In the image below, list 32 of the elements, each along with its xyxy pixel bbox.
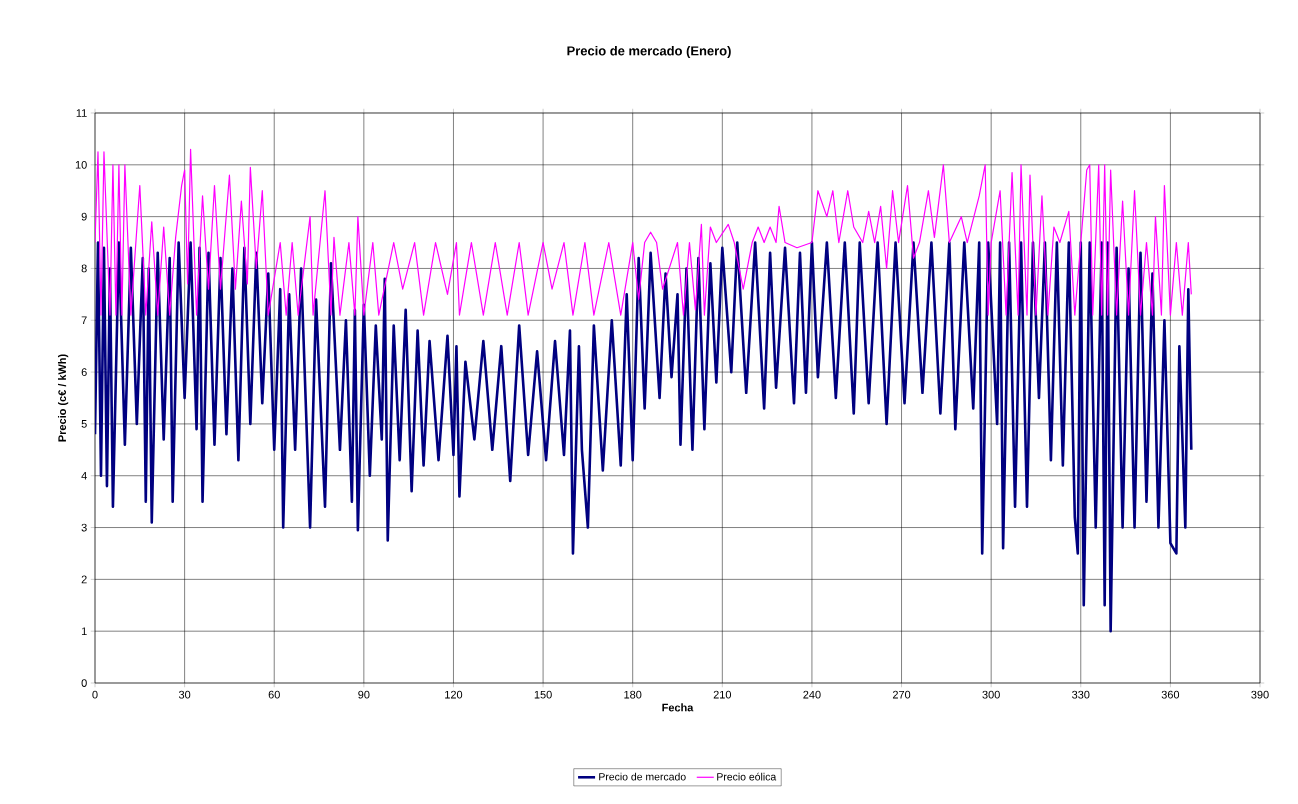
y-tick-label: 6 xyxy=(81,368,87,376)
y-tick-label: 11 xyxy=(76,109,87,117)
y-tick-label: 10 xyxy=(75,160,87,169)
y-tick-label: 0 xyxy=(81,679,87,687)
x-tick-label: 390 xyxy=(1251,690,1269,699)
line-series xyxy=(95,241,1193,633)
legend-label: Precio eólica xyxy=(717,772,777,781)
x-tick-label: 90 xyxy=(358,690,370,699)
x-tick-label: 240 xyxy=(803,690,821,699)
x-tick-label: 30 xyxy=(178,690,191,699)
x-tick-label: 150 xyxy=(534,690,552,699)
x-tick-label: 330 xyxy=(1072,690,1090,699)
x-tick-label: 300 xyxy=(982,690,1000,699)
x-tick-label: 60 xyxy=(268,690,280,699)
x-tick-label: 270 xyxy=(892,690,911,699)
y-tick-label: 9 xyxy=(81,212,87,221)
x-tick-label: 210 xyxy=(713,690,732,699)
chart-title: Precio de mercado (Enero) xyxy=(567,45,731,59)
y-tick-label: 7 xyxy=(81,316,87,325)
x-tick-label: 0 xyxy=(92,690,98,699)
y-tick-label: 3 xyxy=(81,523,87,532)
y-axis-title: Precio (c€ / kWh) xyxy=(57,354,69,442)
y-tick-label: 1 xyxy=(81,627,87,635)
y-tick-label: 8 xyxy=(81,264,87,273)
y-tick-label: 2 xyxy=(81,575,87,584)
legend-label: Precio de mercado xyxy=(599,772,686,781)
y-tick-label: 4 xyxy=(81,471,87,480)
y-tick-label: 5 xyxy=(81,420,87,428)
x-tick-label: 180 xyxy=(624,690,642,699)
x-axis-title: Fecha xyxy=(662,703,694,712)
x-tick-label: 360 xyxy=(1161,690,1180,699)
x-tick-label: 120 xyxy=(445,690,463,699)
